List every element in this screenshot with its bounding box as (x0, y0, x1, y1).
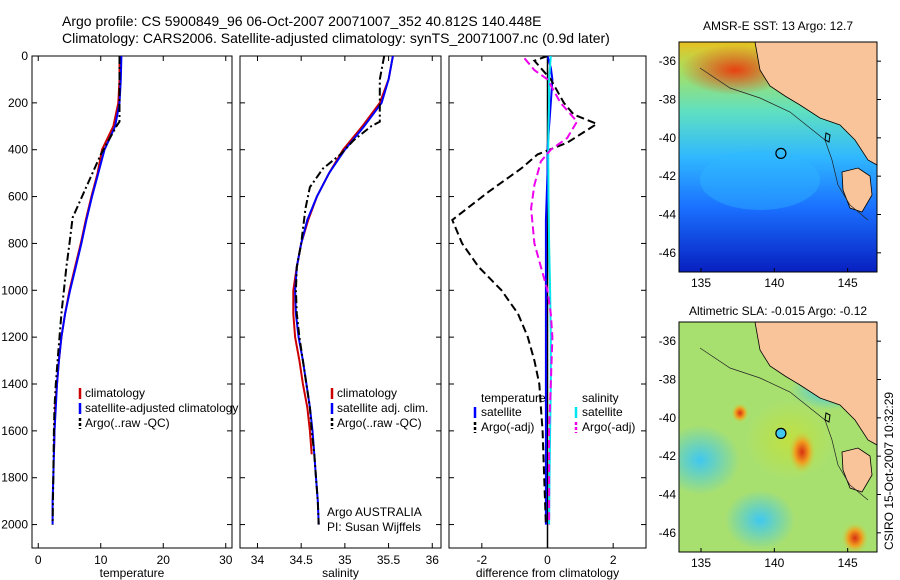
figure-title: Argo profile: CS 5900849_96 06-Oct-2007 … (62, 13, 542, 29)
temperature-series-line (51, 56, 121, 525)
sla-cyan-patch-2 (725, 490, 795, 550)
sla_map-lon-label: 140 (764, 556, 784, 570)
sst-map-frame (678, 41, 878, 273)
sla-map-ticks: 135 140 145 -36 -38 -40 -42 -44 -46 (659, 334, 881, 570)
sst-map-title: AMSR-E SST: 13 Argo: 12.7 (703, 19, 853, 33)
depth-tick-label: 200 (8, 96, 28, 110)
difference-xtick-label: 0 (544, 553, 551, 567)
sst_map-lon-label: 140 (764, 276, 784, 290)
temperature-xlabel: temperature (100, 566, 165, 580)
difference-legend-label: satellite (481, 405, 522, 419)
sla-map (679, 322, 877, 552)
difference-legend-title: temperature (481, 391, 546, 405)
salinity-legend-label: satellite adj. clim. (337, 401, 428, 415)
float-program-annotation: PI: Susan Wijffels (327, 520, 421, 534)
temperature-xtick-label: 20 (157, 553, 171, 567)
salinity-xtick-label: 35 (338, 553, 352, 567)
sst_map-lat-label: -46 (659, 246, 677, 260)
depth-tick-label: 800 (8, 236, 28, 250)
difference-xtick-label: -2 (476, 553, 487, 567)
salinity-panel: 34 34.5 35 35.5 36 salinity climatologysatelli… (239, 55, 442, 580)
difference-xtick-label: 2 (610, 553, 617, 567)
sst-map-ticks: 135 140 145 -36 -38 -40 -42 -44 -46 (659, 54, 881, 290)
float-program-annotation: Argo AUSTRALIA (327, 505, 422, 519)
salinity-xtick-label: 34 (251, 553, 265, 567)
depth-tick-label: 1000 (1, 283, 28, 297)
sst_map-lon-label: 135 (691, 276, 711, 290)
sla-map-title: Altimetric SLA: -0.015 Argo: -0.12 (689, 304, 867, 318)
sla_map-lat-label: -46 (659, 526, 677, 540)
sla-hot-eddy-2 (841, 522, 869, 552)
sla-map-frame (678, 321, 878, 553)
sla_map-lat-label: -42 (659, 449, 677, 463)
sst_map-lat-label: -44 (659, 208, 677, 222)
sst-tasmania (841, 167, 873, 213)
sla-hot-eddy-3 (731, 403, 749, 423)
sst_map-lat-label: -38 (659, 93, 677, 107)
sst-king-island (824, 132, 831, 143)
depth-tick-label: 0 (21, 49, 28, 63)
sst_map-lat-label: -42 (659, 169, 677, 183)
sla-king-island (824, 412, 831, 423)
difference-legend-label: Argo(-adj) (481, 420, 534, 434)
temperature-legend-label: climatology (85, 386, 145, 400)
temperature-legend-label: satellite-adjusted climatology (85, 401, 238, 415)
difference-legend-title: salinity (582, 391, 619, 405)
csiro-timestamp: CSIRO 15-Oct-2007 10:32:29 (882, 392, 896, 550)
salinity-xtick-label: 36 (426, 553, 440, 567)
depth-tick-label: 400 (8, 143, 28, 157)
temperature-panel: 0 10 20 30 0 200 400 600 800 1000 1200 1400 1600 1800… (1, 49, 238, 580)
sla-land (754, 322, 877, 446)
depth-tick-label: 1600 (1, 424, 28, 438)
sst-cool-patch (700, 150, 820, 210)
sla_map-lat-label: -40 (659, 411, 677, 425)
depth-tick-label: 1400 (1, 377, 28, 391)
sla_map-lat-label: -38 (659, 373, 677, 387)
depth-tick-label: 1200 (1, 330, 28, 344)
salinity-xtick-label: 34.5 (289, 553, 313, 567)
depth-tick-label: 600 (8, 190, 28, 204)
figure-subtitle: Climatology: CARS2006. Satellite-adjuste… (62, 30, 610, 46)
salinity-series-line (294, 56, 386, 525)
sla_map-lat-label: -36 (659, 334, 677, 348)
difference-series-line (523, 57, 579, 525)
temperature-xtick-label: 0 (35, 553, 42, 567)
difference-legend-label: satellite (582, 405, 623, 419)
sst-shelf-contour (699, 67, 869, 221)
temperature-axes-frame (31, 55, 233, 549)
sla-float-marker (775, 427, 787, 439)
salinity-xtick-label: 35.5 (377, 553, 401, 567)
salinity-legend-label: climatology (337, 386, 397, 400)
salinity-axes-frame (239, 55, 442, 549)
sst_map-lat-label: -40 (659, 131, 677, 145)
sla-tasmania (841, 447, 873, 493)
sst-float-marker (775, 147, 787, 159)
difference-legend-label: Argo(-adj) (582, 420, 635, 434)
sst_map-lat-label: -36 (659, 54, 677, 68)
sla_map-lat-label: -44 (659, 488, 677, 502)
difference-series-line (451, 56, 599, 525)
difference-xlabel: difference from climatology (476, 566, 619, 580)
sla-yellow-patch (745, 400, 835, 480)
sla_map-lon-label: 135 (691, 556, 711, 570)
depth-tick-label: 2000 (1, 518, 28, 532)
sla-shelf-contour (699, 347, 869, 501)
salinity-legend-label: Argo(..raw -QC) (337, 416, 422, 430)
temperature-legend-label: Argo(..raw -QC) (85, 416, 170, 430)
sst-land (754, 42, 877, 166)
sla-cyan-patch-1 (679, 425, 740, 495)
sla-hot-eddy-1 (788, 430, 816, 474)
temperature-xtick-label: 10 (94, 553, 108, 567)
salinity-xlabel: salinity (322, 566, 359, 580)
sla_map-lon-label: 145 (838, 556, 858, 570)
depth-tick-label: 1800 (1, 471, 28, 485)
temperature-xtick-label: 30 (219, 553, 233, 567)
sst_map-lon-label: 145 (838, 276, 858, 290)
